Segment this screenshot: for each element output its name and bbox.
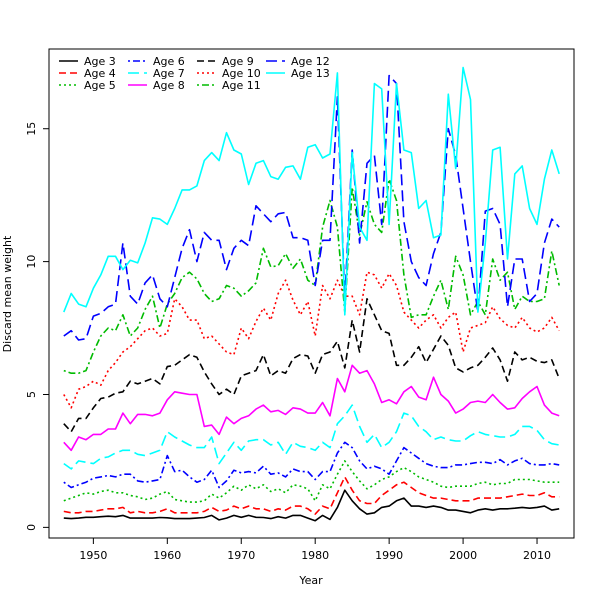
legend-label-5: Age 7 [153, 67, 185, 80]
x-tick-label: 1950 [79, 549, 107, 562]
series-line-1 [63, 489, 560, 522]
legend-label-9: Age 11 [222, 79, 261, 92]
series-line-4 [63, 441, 560, 489]
legend-label-4: Age 6 [153, 55, 185, 68]
series-line-3 [63, 460, 560, 503]
y-tick-label: 0 [25, 524, 38, 531]
plot-frame [48, 48, 575, 539]
legend-label-1: Age 3 [84, 55, 116, 68]
x-tick-label: 1980 [301, 549, 329, 562]
legend-label-11: Age 13 [291, 67, 330, 80]
series-line-7 [63, 297, 560, 433]
x-tick-label: 2000 [449, 549, 477, 562]
y-tick-label: 5 [25, 391, 38, 398]
legend-label-8: Age 10 [222, 67, 261, 80]
series-layer [63, 66, 560, 522]
legend-label-6: Age 8 [153, 79, 185, 92]
y-tick-label: 10 [25, 255, 38, 269]
series-line-2 [63, 476, 560, 515]
y-axis-label: Discard mean weight [1, 235, 14, 352]
series-line-5 [63, 404, 560, 470]
x-tick-label: 1960 [153, 549, 181, 562]
series-line-6 [63, 364, 560, 452]
x-tick-label: 1970 [227, 549, 255, 562]
legend-label-7: Age 9 [222, 55, 254, 68]
series-line-11 [63, 66, 560, 316]
y-tick-label: 15 [25, 122, 38, 136]
x-tick-label: 1990 [375, 549, 403, 562]
legend-label-10: Age 12 [291, 55, 330, 68]
axes-layer: 1950 1960 1970 1980 1990 2000 2010 0 5 10 15 [25, 122, 551, 562]
legend-label-2: Age 4 [84, 67, 116, 80]
x-axis-label: Year [298, 574, 323, 587]
series-line-10 [63, 74, 560, 341]
series-line-8 [63, 271, 560, 409]
x-tick-label: 2010 [523, 549, 551, 562]
legend-label-3: Age 5 [84, 79, 116, 92]
